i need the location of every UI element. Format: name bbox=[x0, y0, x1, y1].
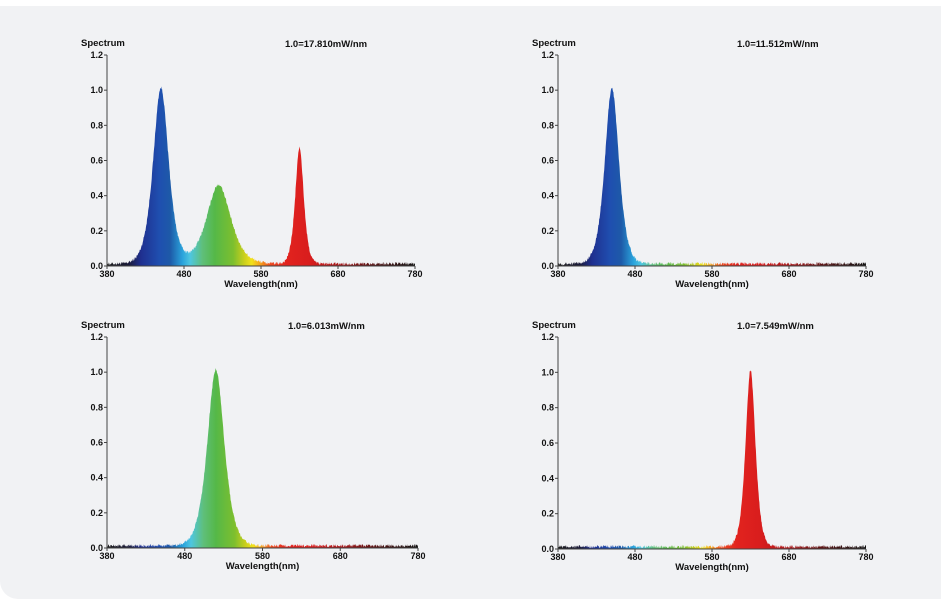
x-tick-label: 680 bbox=[330, 269, 345, 279]
scale-annotation: 1.0=6.013mW/nm bbox=[288, 321, 365, 332]
y-tick-label: 0.2 bbox=[541, 509, 554, 519]
x-tick-label: 580 bbox=[704, 552, 719, 562]
y-tick-label: 0.4 bbox=[541, 191, 554, 201]
x-axis-label: Wavelength(nm) bbox=[224, 279, 298, 290]
y-tick-label: 0.0 bbox=[541, 544, 554, 554]
x-tick-label: 780 bbox=[858, 269, 873, 279]
y-tick-label: 0.2 bbox=[90, 226, 103, 236]
y-tick-label: 1.0 bbox=[90, 367, 103, 377]
y-axis-label: Spectrum bbox=[532, 320, 576, 331]
spectrum-area bbox=[558, 370, 866, 549]
spectrum-area bbox=[107, 368, 418, 548]
x-axis-label: Wavelength(nm) bbox=[226, 561, 300, 572]
y-tick-label: 1.0 bbox=[541, 85, 554, 95]
x-tick-label: 480 bbox=[627, 269, 642, 279]
y-tick-label: 0.4 bbox=[90, 191, 103, 201]
x-tick-label: 380 bbox=[550, 269, 565, 279]
x-tick-label: 680 bbox=[781, 552, 796, 562]
scale-annotation: 1.0=17.810mW/nm bbox=[285, 39, 367, 50]
y-tick-label: 0.8 bbox=[541, 403, 554, 413]
y-tick-label: 0.8 bbox=[541, 120, 554, 130]
y-tick-label: 0.6 bbox=[541, 438, 554, 448]
y-tick-label: 0.4 bbox=[90, 473, 103, 483]
x-tick-label: 580 bbox=[704, 269, 719, 279]
x-tick-label: 680 bbox=[333, 551, 348, 561]
x-tick-label: 480 bbox=[176, 269, 191, 279]
y-tick-label: 1.2 bbox=[90, 332, 103, 342]
spectrum-chart-4: 0.0 0.2 0.4 0.6 0.8 1.0 1.2 380 480 580 680 780 Spec… bbox=[532, 320, 874, 573]
x-tick-label: 480 bbox=[627, 552, 642, 562]
y-tick-label: 1.0 bbox=[541, 367, 554, 377]
x-tick-label: 780 bbox=[410, 551, 425, 561]
y-tick-label: 0.8 bbox=[90, 120, 103, 130]
y-tick-label: 0.2 bbox=[90, 508, 103, 518]
y-tick-label: 0.6 bbox=[541, 156, 554, 166]
chart-panel bbox=[0, 6, 941, 599]
y-tick-label: 0.0 bbox=[90, 543, 103, 553]
scale-annotation: 1.0=7.549mW/nm bbox=[737, 321, 814, 332]
y-tick-label: 0.8 bbox=[90, 402, 103, 412]
y-tick-label: 1.2 bbox=[541, 50, 554, 60]
x-tick-label: 580 bbox=[253, 269, 268, 279]
y-axis-label: Spectrum bbox=[81, 38, 125, 49]
x-tick-label: 780 bbox=[407, 269, 422, 279]
spectrum-area bbox=[558, 87, 866, 266]
x-axis-label: Wavelength(nm) bbox=[675, 279, 749, 290]
x-axis-label: Wavelength(nm) bbox=[675, 562, 749, 573]
x-tick-label: 380 bbox=[99, 551, 114, 561]
x-tick-label: 580 bbox=[255, 551, 270, 561]
y-tick-label: 1.0 bbox=[90, 85, 103, 95]
x-tick-label: 480 bbox=[177, 551, 192, 561]
y-axis-label: Spectrum bbox=[532, 38, 576, 49]
y-tick-label: 0.0 bbox=[541, 261, 554, 271]
y-tick-label: 0.4 bbox=[541, 473, 554, 483]
y-tick-label: 0.2 bbox=[541, 226, 554, 236]
y-tick-label: 0.6 bbox=[90, 156, 103, 166]
y-axis-label: Spectrum bbox=[81, 320, 125, 331]
scale-annotation: 1.0=11.512mW/nm bbox=[737, 39, 819, 50]
spectrum-chart-1: 0.0 0.2 0.4 0.6 0.8 1.0 1.2 380 480 580 680 780 Spec… bbox=[81, 38, 423, 290]
x-tick-label: 380 bbox=[550, 552, 565, 562]
spectrum-chart-3: 0.0 0.2 0.4 0.6 0.8 1.0 1.2 380 480 580 680 780 Spec… bbox=[81, 320, 426, 572]
y-tick-label: 1.2 bbox=[541, 332, 554, 342]
spectrum-chart-2: 0.0 0.2 0.4 0.6 0.8 1.0 1.2 380 480 580 680 780 Spec… bbox=[532, 38, 874, 290]
y-tick-label: 1.2 bbox=[90, 50, 103, 60]
y-tick-label: 0.0 bbox=[90, 261, 103, 271]
x-tick-label: 380 bbox=[99, 269, 114, 279]
spectrum-area bbox=[107, 86, 415, 267]
x-tick-label: 680 bbox=[781, 269, 796, 279]
y-tick-label: 0.6 bbox=[90, 438, 103, 448]
x-tick-label: 780 bbox=[858, 552, 873, 562]
